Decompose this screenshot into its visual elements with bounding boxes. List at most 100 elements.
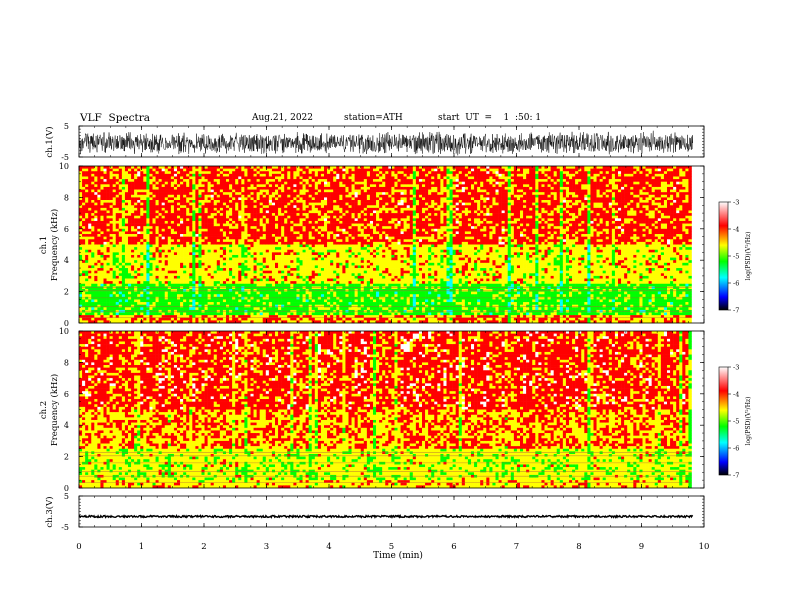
spectrogram-ch1-cell bbox=[217, 279, 220, 282]
spectrogram-ch1-cell bbox=[235, 260, 238, 263]
spectrogram-ch1-cell bbox=[269, 224, 272, 227]
spectrogram-ch1-cell bbox=[284, 184, 287, 187]
spectrogram-ch1-cell bbox=[309, 265, 312, 268]
spectrogram-ch1-cell bbox=[107, 284, 110, 287]
spectrogram-ch1-cell bbox=[168, 192, 171, 195]
spectrogram-ch1-cell bbox=[244, 260, 247, 263]
spectrogram-ch1-cell bbox=[293, 258, 296, 261]
spectrogram-ch1-cell bbox=[128, 292, 131, 295]
spectrogram-ch1-cell bbox=[113, 313, 116, 316]
spectrogram-ch1-cell bbox=[94, 231, 97, 234]
spectrogram-ch1-cell bbox=[278, 299, 281, 302]
spectrogram-ch1-cell bbox=[312, 299, 315, 302]
spectrogram-ch1-cell bbox=[315, 192, 318, 195]
spectrogram-ch1-cell bbox=[177, 313, 180, 316]
spectrogram-ch1-cell bbox=[290, 179, 293, 182]
spectrogram-ch1-cell bbox=[88, 258, 91, 261]
spectrogram-ch1-cell bbox=[153, 250, 156, 253]
spectrogram-ch1-cell bbox=[192, 247, 195, 250]
spectrogram-ch1-cell bbox=[128, 166, 131, 169]
spectrogram-ch1-cell bbox=[202, 245, 205, 248]
spectrogram-ch1-cell bbox=[165, 281, 168, 284]
spectrogram-ch1-cell bbox=[113, 169, 116, 172]
spectrogram-ch1-cell bbox=[211, 252, 214, 255]
spectrogram-ch1-cell bbox=[205, 284, 208, 287]
spectrogram-ch1-cell bbox=[300, 250, 303, 253]
spectrogram-ch1-cell bbox=[247, 176, 250, 179]
spectrogram-ch1-cell bbox=[177, 169, 180, 172]
spectrogram-ch1-cell bbox=[107, 255, 110, 258]
spectrogram-ch1-cell bbox=[312, 292, 315, 295]
spectrogram-ch1-cell bbox=[217, 305, 220, 308]
spectrogram-ch1-cell bbox=[241, 195, 244, 198]
spectrogram-ch1-cell bbox=[91, 184, 94, 187]
spectrogram-ch1-cell bbox=[321, 284, 324, 287]
spectrogram-ch1-cell bbox=[91, 276, 94, 279]
spectrogram-ch1-cell bbox=[119, 263, 122, 266]
spectrogram-ch1-cell bbox=[278, 210, 281, 213]
spectrogram-ch1-cell bbox=[315, 234, 318, 237]
spectrogram-ch1-cell bbox=[177, 292, 180, 295]
spectrogram-ch1-cell bbox=[321, 224, 324, 227]
spectrogram-ch1-cell bbox=[208, 265, 211, 268]
spectrogram-ch1-cell bbox=[232, 210, 235, 213]
spectrogram-ch1-cell bbox=[327, 187, 330, 190]
spectrogram-ch1-cell bbox=[306, 210, 309, 213]
spectrogram-ch1-cell bbox=[134, 245, 137, 248]
spectrogram-ch1-cell bbox=[290, 197, 293, 200]
spectrogram-ch1-cell bbox=[143, 229, 146, 232]
spectrogram-ch1-cell bbox=[125, 216, 128, 219]
spectrogram-ch1-cell bbox=[300, 239, 303, 242]
spectrogram-ch1-cell bbox=[195, 171, 198, 174]
spectrogram-ch1-cell bbox=[94, 276, 97, 279]
spectrogram-ch1-cell bbox=[211, 260, 214, 263]
spectrogram-ch1-cell bbox=[195, 218, 198, 221]
spectrogram-ch1-cell bbox=[88, 307, 91, 310]
spectrogram-ch1-cell bbox=[146, 208, 149, 211]
spectrogram-ch1-cell bbox=[247, 307, 250, 310]
spectrogram-ch1-cell bbox=[174, 184, 177, 187]
spectrogram-ch1-cell bbox=[217, 231, 220, 234]
spectrogram-ch1-cell bbox=[244, 273, 247, 276]
spectrogram-ch1-cell bbox=[241, 192, 244, 195]
spectrogram-ch1-cell bbox=[131, 192, 134, 195]
spectrogram-ch1-cell bbox=[189, 174, 192, 177]
spectrogram-ch1-cell bbox=[238, 313, 241, 316]
spectrogram-ch1-cell bbox=[278, 226, 281, 229]
spectrogram-ch1-cell bbox=[198, 252, 201, 255]
spectrogram-ch1-cell bbox=[284, 166, 287, 169]
spectrogram-ch1-cell bbox=[186, 179, 189, 182]
spectrogram-ch1-cell bbox=[198, 289, 201, 292]
spectrogram-ch1-cell bbox=[266, 279, 269, 282]
spectrogram-ch1-cell bbox=[110, 271, 113, 274]
spectrogram-ch1-cell bbox=[202, 313, 205, 316]
spectrogram-ch1-cell bbox=[223, 247, 226, 250]
spectrogram-ch1-cell bbox=[143, 258, 146, 261]
spectrogram-ch1-cell bbox=[229, 192, 232, 195]
spectrogram-ch1-cell bbox=[159, 216, 162, 219]
spectrogram-ch1-cell bbox=[171, 281, 174, 284]
spectrogram-ch1-cell bbox=[217, 255, 220, 258]
spectrogram-ch1-cell bbox=[107, 245, 110, 248]
spectrogram-ch1-cell bbox=[159, 169, 162, 172]
spectrogram-ch1-cell bbox=[211, 190, 214, 193]
spectrogram-ch1-cell bbox=[128, 284, 131, 287]
spectrogram-ch1-cell bbox=[211, 247, 214, 250]
spectrogram-ch1-cell bbox=[263, 279, 266, 282]
spectrogram-ch1-cell bbox=[100, 171, 103, 174]
spectrogram-ch1-cell bbox=[153, 195, 156, 198]
spectrogram-ch1-cell bbox=[202, 205, 205, 208]
spectrogram-ch1-cell bbox=[100, 176, 103, 179]
spectrogram-ch1-cell bbox=[232, 218, 235, 221]
spectrogram-ch1-cell bbox=[174, 313, 177, 316]
spectrogram-ch1-cell bbox=[238, 281, 241, 284]
spectrogram-ch1-cell bbox=[128, 237, 131, 240]
spectrogram-ch1-cell bbox=[235, 234, 238, 237]
spectrogram-ch1-cell bbox=[235, 226, 238, 229]
spectrogram-ch1-cell bbox=[235, 284, 238, 287]
spectrogram-ch1-cell bbox=[247, 255, 250, 258]
spectrogram-ch1-cell bbox=[198, 197, 201, 200]
spectrogram-ch1-cell bbox=[85, 231, 88, 234]
spectrogram-ch1-cell bbox=[251, 313, 254, 316]
spectrogram-ch1-cell bbox=[229, 176, 232, 179]
